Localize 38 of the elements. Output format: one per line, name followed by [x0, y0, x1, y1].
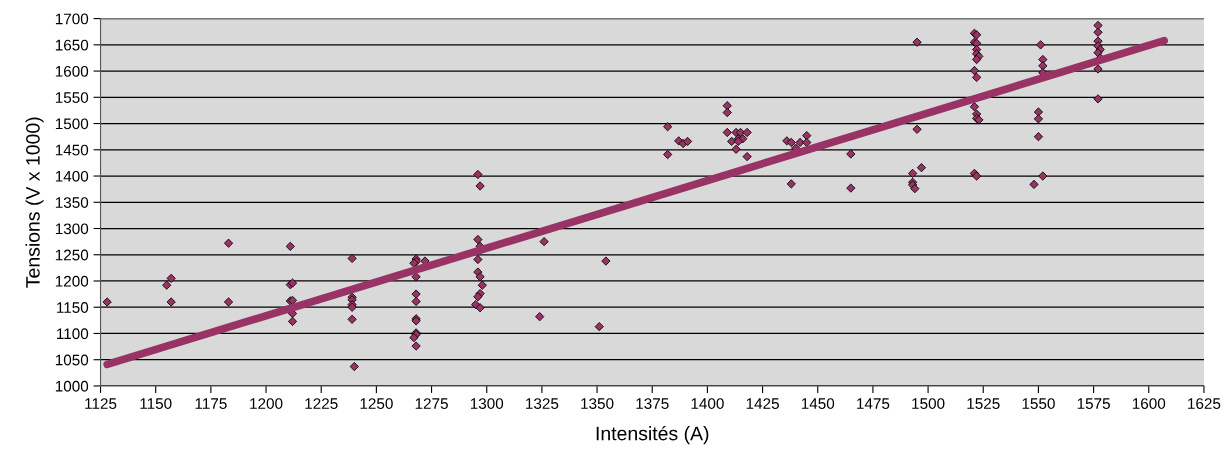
- y-tick-label: 1050: [55, 354, 89, 366]
- x-tick-label: 1550: [1022, 398, 1055, 409]
- y-tick-label: 1250: [55, 249, 89, 261]
- x-tick-label: 1500: [912, 398, 945, 409]
- y-tick-label: 1350: [55, 197, 89, 208]
- x-tick-label: 1325: [526, 398, 559, 409]
- x-tick-label: 1575: [1077, 398, 1110, 409]
- x-tick-label: 1350: [581, 398, 614, 409]
- y-tick-label: 1150: [57, 302, 89, 313]
- x-tick-label: 1225: [305, 398, 338, 409]
- y-tick-label: 1200: [55, 275, 89, 287]
- x-tick-label: 1450: [801, 398, 835, 409]
- x-tick-label: 1300: [470, 398, 504, 409]
- y-tick-label: 1700: [55, 13, 89, 25]
- y-tick-label: 1300: [55, 223, 89, 235]
- x-tick-label: 1275: [415, 398, 448, 409]
- y-tick-label: 1650: [55, 39, 89, 51]
- x-tick-label: 1475: [857, 398, 890, 409]
- y-tick-label: 1550: [55, 92, 89, 103]
- x-axis-title: Intensités (A): [596, 425, 709, 445]
- y-tick-label: 1500: [55, 118, 89, 130]
- y-tick-label: 1450: [55, 144, 89, 156]
- x-tick-label: 1600: [1132, 398, 1166, 409]
- x-tick-label: 1525: [967, 398, 1000, 409]
- x-tick-label: 1175: [195, 398, 227, 409]
- x-tick-label: 1375: [636, 398, 669, 409]
- x-tick-label: 1150: [140, 398, 172, 409]
- x-tick-label: 1200: [250, 398, 283, 409]
- y-tick-label: 1600: [55, 65, 89, 77]
- y-axis-title: Tensions (V x 1000): [25, 117, 44, 288]
- x-tick-label: 1250: [360, 398, 393, 409]
- x-tick-label: 1425: [746, 398, 779, 409]
- x-tick-label: 1400: [691, 398, 724, 409]
- y-tick-label: 1400: [55, 170, 89, 182]
- x-tick-label: 1125: [85, 398, 117, 409]
- y-tick-label: 1000: [55, 380, 89, 392]
- y-tick-label: 1100: [57, 328, 89, 340]
- x-tick-label: 1625: [1188, 398, 1221, 409]
